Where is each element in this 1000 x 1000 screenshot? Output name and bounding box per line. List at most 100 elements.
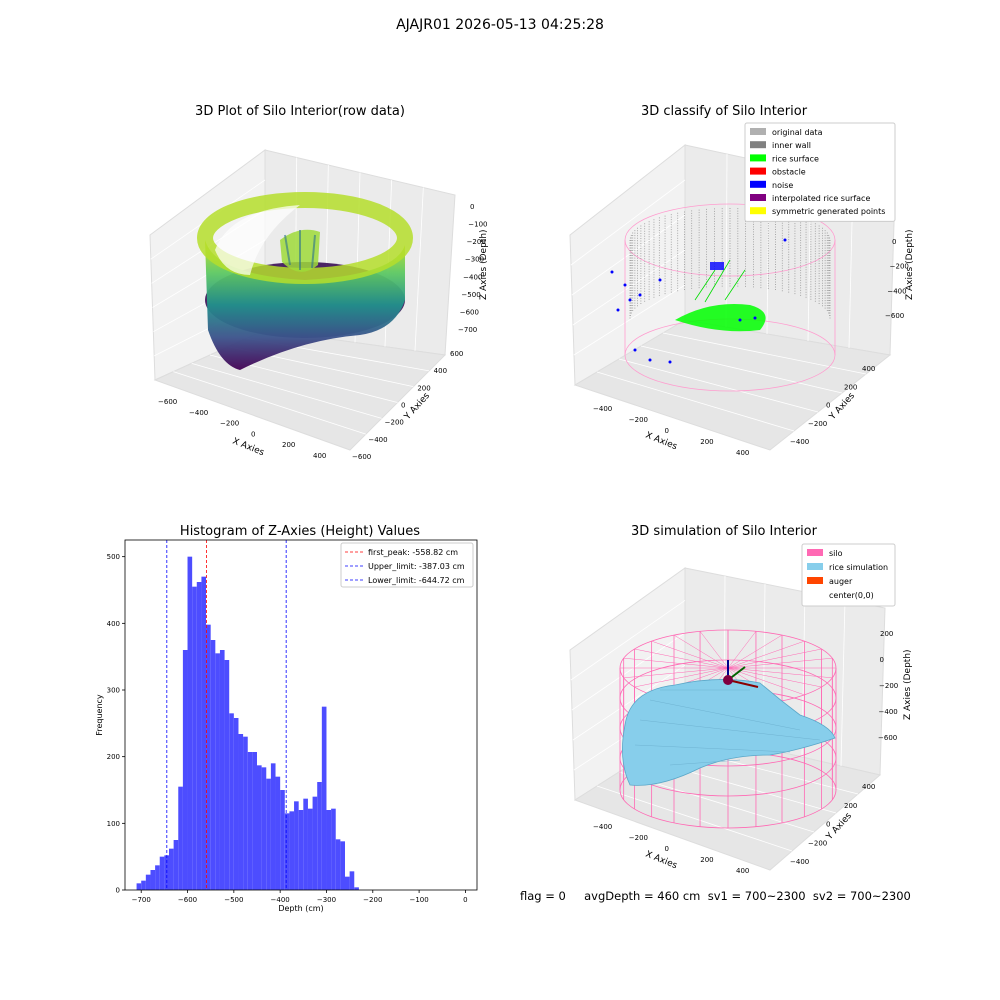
histogram-bar bbox=[219, 650, 225, 890]
axis-tick-label: −100 bbox=[468, 221, 487, 229]
plot4-zlabel: Z Axies (Depth) bbox=[903, 649, 913, 720]
silo-spoke bbox=[727, 631, 757, 669]
histogram-bar bbox=[233, 718, 239, 890]
grid-line bbox=[618, 358, 819, 413]
grid-line bbox=[571, 214, 686, 296]
legend-swatch bbox=[807, 563, 823, 570]
y-tick-label: 0 bbox=[116, 887, 120, 895]
legend-swatch bbox=[750, 141, 766, 149]
axis-tick-label: −200 bbox=[467, 238, 486, 246]
axis-tick-label: 400 bbox=[434, 367, 447, 375]
plot1-zlabel: Z Axies (Depth) bbox=[479, 229, 489, 300]
histogram-bar bbox=[201, 576, 207, 890]
histogram-bar bbox=[284, 813, 290, 890]
x-tick-label: −100 bbox=[409, 896, 428, 904]
axis-tick-label: 200 bbox=[844, 383, 857, 391]
axis-tick-label: −400 bbox=[593, 823, 612, 831]
plot2-rice-surface bbox=[675, 259, 766, 332]
axis-tick-label: −200 bbox=[879, 682, 898, 690]
axis-tick-label: −400 bbox=[887, 287, 906, 295]
histogram-bar bbox=[178, 786, 183, 890]
axis-tick-label: −600 bbox=[885, 312, 904, 320]
histogram-legend-box bbox=[340, 542, 474, 588]
axis-tick-label: −400 bbox=[593, 405, 612, 413]
axis-tick-label: 200 bbox=[844, 802, 857, 810]
histogram-bar bbox=[280, 790, 285, 890]
histogram-bar bbox=[340, 841, 345, 890]
histogram-bar bbox=[238, 734, 244, 890]
histogram-bar bbox=[275, 776, 281, 890]
histogram-bar bbox=[270, 763, 276, 890]
grid-line bbox=[596, 785, 793, 852]
histogram-bar bbox=[155, 865, 160, 890]
histogram-bars bbox=[136, 556, 359, 890]
histogram-frame bbox=[124, 539, 478, 891]
legend-swatch bbox=[750, 167, 766, 175]
plot2-zlabel: Z Axies (Depth) bbox=[905, 229, 915, 300]
grid-line bbox=[570, 600, 686, 681]
legend-swatch bbox=[750, 154, 766, 162]
axis-tick-label: 400 bbox=[862, 783, 875, 791]
histogram-bar bbox=[169, 848, 174, 890]
grid-line bbox=[414, 187, 424, 351]
plot4-tick-labels: −400 −200 0 200 400 −400 −200 0 200 400 200 0 −200 −4… bbox=[593, 630, 898, 875]
legend-swatch bbox=[750, 207, 766, 215]
classify-3d-plot: −400 −200 0 200 400 −400 −200 0 200 400 0 −200 −400 −… bbox=[569, 122, 915, 457]
grid-line bbox=[640, 345, 843, 394]
legend-entry: rice surface bbox=[772, 154, 819, 163]
axis-tick-label: −600 bbox=[878, 734, 897, 742]
y-tick-label: 200 bbox=[107, 753, 120, 761]
axis-tick-label: −200 bbox=[629, 416, 648, 424]
plot2-tick-labels: −400 −200 0 200 400 −400 −200 0 200 400 0 −200 −400 −… bbox=[593, 238, 909, 457]
x-tick-label: −300 bbox=[317, 896, 336, 904]
legend-swatch bbox=[750, 194, 766, 201]
axis-tick-label: 0 bbox=[665, 845, 669, 853]
grid-line bbox=[596, 371, 795, 432]
axis-tick-label: 200 bbox=[700, 438, 713, 446]
legend-entry: original data bbox=[772, 128, 823, 137]
y-tick-label: 500 bbox=[107, 553, 120, 561]
legend-swatch bbox=[807, 549, 823, 556]
histogram-bar bbox=[257, 765, 262, 890]
histogram-bar bbox=[224, 660, 230, 890]
silo-spoke bbox=[727, 667, 822, 688]
histogram-bar bbox=[266, 778, 271, 890]
histogram-bar bbox=[150, 870, 156, 890]
legend-entry: Lower_limit: -644.72 cm bbox=[368, 576, 465, 585]
axis-tick-label: 200 bbox=[880, 630, 893, 638]
y-tick-label: 300 bbox=[107, 687, 120, 695]
plot1-title: 3D Plot of Silo Interior(row data) bbox=[195, 104, 405, 119]
histogram-bar bbox=[289, 811, 295, 890]
axis-tick-label: −400 bbox=[189, 409, 208, 417]
histogram-bar bbox=[159, 856, 165, 890]
grid-line bbox=[572, 249, 686, 326]
axis-tick-label: −600 bbox=[352, 453, 371, 461]
histogram-bar bbox=[210, 640, 216, 890]
axis-tick-label: −300 bbox=[465, 256, 484, 264]
raw-3d-plot: −600 −400 −200 0 200 400 −600 −400 −200 0 200 400 60… bbox=[149, 149, 489, 461]
silo-spoke bbox=[651, 640, 729, 669]
x-tick-label: −200 bbox=[363, 896, 382, 904]
axis-tick-label: −200 bbox=[808, 420, 827, 428]
x-tick-label: −600 bbox=[178, 896, 197, 904]
histogram-bar bbox=[326, 810, 332, 890]
silo-spoke bbox=[634, 667, 729, 688]
histogram-plot: −700 −600 −500 −400 −300 −200 −100 0 0 100 200 300… bbox=[95, 539, 478, 913]
legend-entry: obstacle bbox=[772, 168, 806, 177]
axis-tick-label: 200 bbox=[417, 384, 430, 392]
histogram-x-ticks: −700 −600 −500 −400 −300 −200 −100 0 bbox=[132, 890, 468, 904]
axis-tick-label: −200 bbox=[385, 419, 404, 427]
histogram-vlines bbox=[166, 540, 287, 890]
silo-spoke bbox=[727, 640, 805, 669]
x-tick-label: 0 bbox=[463, 896, 467, 904]
histogram-bar bbox=[335, 839, 341, 890]
histogram-bar bbox=[145, 874, 151, 890]
axis-tick-label: −600 bbox=[460, 308, 479, 316]
histogram-xlabel: Depth (cm) bbox=[278, 904, 323, 913]
plot1-xlabel: X Axies bbox=[231, 437, 266, 459]
histogram-bar bbox=[206, 624, 211, 890]
histogram-bar bbox=[252, 752, 257, 890]
simulation-3d-plot: −400 −200 0 200 400 −400 −200 0 200 400 200 0 −200 −4… bbox=[569, 543, 913, 875]
axis-tick-label: 0 bbox=[892, 238, 896, 246]
histogram-bar bbox=[261, 767, 267, 890]
